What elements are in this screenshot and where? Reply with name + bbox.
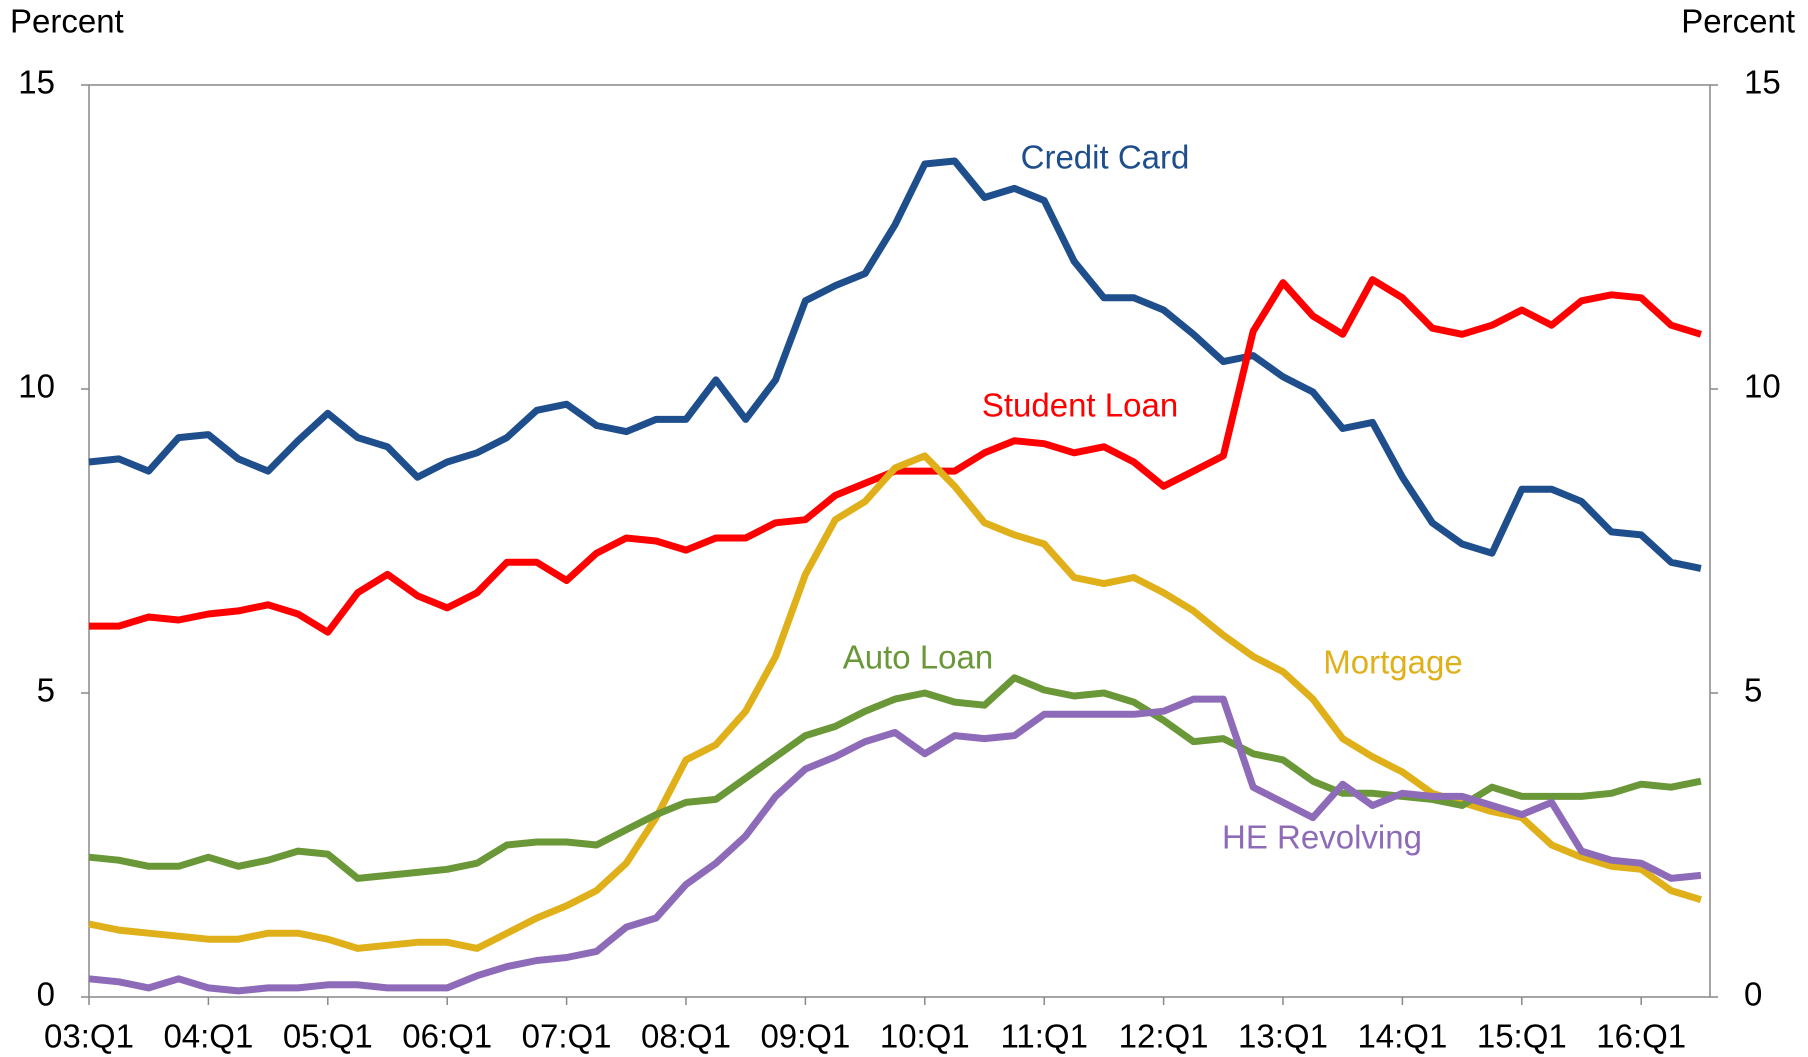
x-tick-label: 06:Q1 — [402, 1018, 492, 1055]
x-tick-label: 04:Q1 — [163, 1018, 253, 1055]
plot-frame — [88, 84, 1711, 998]
y2-axis-title: Percent — [1681, 3, 1795, 40]
y-axis-title: Percent — [10, 3, 124, 40]
y-tick-label: 15 — [18, 64, 55, 101]
series-line — [88, 674, 1702, 882]
x-tick-label: 14:Q1 — [1357, 1018, 1447, 1055]
series-line — [88, 695, 1702, 995]
x-tick-label: 08:Q1 — [641, 1018, 731, 1055]
x-tick-label: 09:Q1 — [760, 1018, 850, 1055]
y2-tick-label: 5 — [1744, 672, 1762, 709]
y2-tick-label: 15 — [1744, 64, 1781, 101]
x-tick-label: 15:Q1 — [1477, 1018, 1567, 1055]
series-label: Mortgage — [1323, 644, 1462, 681]
series-label: Student Loan — [982, 387, 1178, 424]
series-label: Auto Loan — [843, 639, 993, 676]
y-tick-label: 5 — [37, 672, 55, 709]
x-tick-label: 16:Q1 — [1596, 1018, 1686, 1055]
x-tick-label: 03:Q1 — [44, 1018, 134, 1055]
series-label: Credit Card — [1021, 139, 1190, 176]
series-line — [88, 157, 1702, 572]
x-tick-label: 05:Q1 — [283, 1018, 373, 1055]
x-tick-label: 12:Q1 — [1119, 1018, 1209, 1055]
series-label: HE Revolving — [1222, 819, 1422, 856]
y2-tick-label: 0 — [1744, 976, 1762, 1013]
x-tick-label: 10:Q1 — [880, 1018, 970, 1055]
series-line — [89, 276, 1702, 636]
y-tick-label: 0 — [37, 976, 55, 1013]
y2-tick-label: 10 — [1744, 368, 1781, 405]
y-tick-label: 10 — [18, 368, 55, 405]
x-tick-label: 13:Q1 — [1238, 1018, 1328, 1055]
x-tick-label: 07:Q1 — [522, 1018, 612, 1055]
x-tick-label: 11:Q1 — [1000, 1018, 1087, 1055]
